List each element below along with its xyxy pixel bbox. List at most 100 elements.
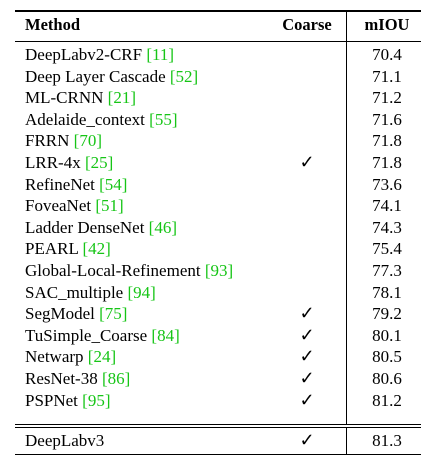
coarse-check: ✓ bbox=[299, 324, 315, 345]
table-row: Netwarp [24] ✓ 80.5 bbox=[15, 346, 421, 368]
coarse-check bbox=[270, 217, 344, 239]
reference-link[interactable]: [51] bbox=[95, 196, 124, 216]
table-row: TuSimple_Coarse [84] ✓ 80.1 bbox=[15, 325, 421, 347]
header-miou: mIOU bbox=[364, 15, 410, 34]
coarse-check: ✓ bbox=[299, 303, 315, 324]
coarse-check bbox=[270, 174, 344, 196]
method-cell: Deep Layer Cascade [52] bbox=[25, 66, 198, 88]
reference-link[interactable]: [86] bbox=[101, 369, 131, 388]
miou-value: 71.8 bbox=[372, 153, 402, 172]
method-cell: TuSimple_Coarse [84] bbox=[25, 325, 180, 347]
coarse-check: ✓ bbox=[299, 152, 315, 172]
miou-value: 74.1 bbox=[372, 196, 402, 216]
method-name: DeepLabv2-CRF bbox=[25, 45, 147, 64]
method-cell: ML-CRNN [21] bbox=[25, 87, 136, 109]
miou-value: 75.4 bbox=[372, 239, 402, 259]
miou-value: 74.3 bbox=[372, 217, 402, 237]
table-row: SAC_multiple [94] 78.1 bbox=[15, 282, 421, 304]
final-method: DeepLabv3 bbox=[25, 431, 105, 450]
table-row: RefineNet [54] 73.6 bbox=[15, 174, 421, 196]
coarse-check bbox=[270, 109, 344, 131]
method-name: SAC_multiple bbox=[25, 282, 128, 302]
method-name: Deep Layer Cascade bbox=[25, 66, 170, 86]
coarse-check bbox=[270, 66, 344, 88]
miou-value: 71.6 bbox=[372, 109, 402, 129]
reference-link[interactable]: [55] bbox=[149, 109, 178, 129]
reference-link[interactable]: [54] bbox=[99, 174, 128, 194]
coarse-check bbox=[270, 282, 344, 304]
miou-value: 79.2 bbox=[372, 304, 402, 324]
reference-link[interactable]: [21] bbox=[107, 88, 136, 108]
method-name: ML-CRNN bbox=[25, 88, 108, 108]
header-row: Method Coarse mIOU bbox=[15, 14, 421, 36]
table-row: ML-CRNN [21] 71.2 bbox=[15, 87, 421, 109]
method-cell: RefineNet [54] bbox=[25, 174, 127, 196]
reference-link[interactable]: [95] bbox=[82, 390, 111, 410]
method-name: Netwarp bbox=[25, 347, 88, 367]
header-coarse: Coarse bbox=[282, 15, 332, 34]
method-cell: ResNet-38 [86] bbox=[25, 368, 130, 390]
coarse-check: ✓ bbox=[299, 389, 315, 410]
reference-link[interactable]: [84] bbox=[151, 325, 180, 345]
table-row: Global-Local-Refinement [93] 77.3 bbox=[15, 260, 421, 282]
miou-value: 70.4 bbox=[372, 45, 402, 64]
coarse-check bbox=[270, 130, 344, 152]
reference-link[interactable]: [75] bbox=[99, 304, 128, 324]
table-row: Ladder DenseNet [46] 74.3 bbox=[15, 217, 421, 239]
separator-rule-1 bbox=[15, 424, 421, 425]
top-rule bbox=[15, 10, 421, 12]
table-row: DeepLabv2-CRF [11] 70.4 bbox=[15, 44, 421, 66]
reference-link[interactable]: [52] bbox=[169, 66, 199, 86]
method-name: SegModel bbox=[25, 304, 100, 324]
method-name: RefineNet bbox=[25, 174, 100, 194]
miou-value: 80.6 bbox=[372, 369, 402, 388]
method-cell: PEARL [42] bbox=[25, 238, 111, 260]
coarse-check: ✓ bbox=[299, 368, 315, 388]
method-name: LRR-4x bbox=[25, 153, 85, 172]
reference-link[interactable]: [24] bbox=[87, 347, 117, 367]
table-row: LRR-4x [25] ✓ 71.8 bbox=[15, 152, 421, 174]
method-cell: Adelaide_context [55] bbox=[25, 109, 177, 131]
reference-link[interactable]: [93] bbox=[204, 261, 234, 280]
reference-link[interactable]: [42] bbox=[82, 239, 111, 259]
reference-link[interactable]: [94] bbox=[127, 282, 156, 302]
column-divider-header bbox=[346, 12, 347, 41]
method-cell: Global-Local-Refinement [93] bbox=[25, 260, 233, 282]
table-row: ResNet-38 [86] ✓ 80.6 bbox=[15, 368, 421, 390]
column-divider-body bbox=[346, 42, 347, 424]
separator-rule-2 bbox=[15, 427, 421, 428]
miou-value: 71.8 bbox=[372, 131, 402, 151]
method-cell: PSPNet [95] bbox=[25, 390, 111, 412]
miou-value: 73.6 bbox=[372, 174, 402, 194]
miou-value: 80.5 bbox=[372, 347, 402, 367]
table-row: Adelaide_context [55] 71.6 bbox=[15, 109, 421, 131]
final-coarse: ✓ bbox=[299, 430, 315, 450]
coarse-check bbox=[270, 87, 344, 109]
miou-value: 77.3 bbox=[372, 261, 402, 280]
coarse-check bbox=[270, 44, 344, 66]
method-name: FoveaNet bbox=[25, 196, 96, 216]
method-name: Global-Local-Refinement bbox=[25, 261, 205, 280]
miou-value: 80.1 bbox=[372, 325, 402, 345]
reference-link[interactable]: [25] bbox=[84, 153, 114, 172]
method-cell: SAC_multiple [94] bbox=[25, 282, 156, 304]
coarse-check bbox=[270, 238, 344, 260]
miou-value: 71.1 bbox=[372, 66, 402, 86]
coarse-check bbox=[270, 260, 344, 282]
reference-link[interactable]: [70] bbox=[73, 131, 102, 151]
reference-link[interactable]: [11] bbox=[146, 45, 175, 64]
miou-value: 81.2 bbox=[372, 390, 402, 410]
coarse-check bbox=[270, 195, 344, 217]
table-row: Deep Layer Cascade [52] 71.1 bbox=[15, 66, 421, 88]
reference-link[interactable]: [46] bbox=[148, 217, 177, 237]
method-cell: Ladder DenseNet [46] bbox=[25, 217, 177, 239]
header-rule bbox=[15, 41, 421, 42]
coarse-check: ✓ bbox=[299, 346, 315, 367]
method-name: ResNet-38 bbox=[25, 369, 102, 388]
method-cell: Netwarp [24] bbox=[25, 346, 116, 368]
table-row: FoveaNet [51] 74.1 bbox=[15, 195, 421, 217]
method-cell: FoveaNet [51] bbox=[25, 195, 124, 217]
final-row: DeepLabv3 ✓ 81.3 bbox=[15, 430, 421, 452]
method-name: Ladder DenseNet bbox=[25, 217, 149, 237]
method-cell: FRRN [70] bbox=[25, 130, 102, 152]
